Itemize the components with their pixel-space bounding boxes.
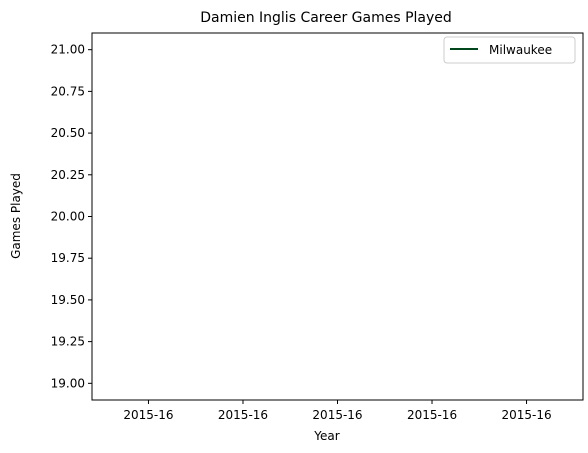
y-tick-label: 19.25 — [51, 335, 85, 349]
x-axis-ticks: 2015-16 2015-16 2015-16 2015-16 2015-16 — [123, 400, 552, 422]
y-tick-label: 19.75 — [51, 251, 85, 265]
plot-frame — [91, 32, 584, 401]
y-tick-label: 20.50 — [51, 126, 85, 140]
y-tick-label: 21.00 — [51, 43, 85, 57]
y-axis-label: Games Played — [9, 173, 23, 259]
legend-box — [443, 36, 576, 64]
y-tick-label: 20.75 — [51, 84, 85, 98]
x-tick-label: 2015-16 — [123, 408, 173, 422]
x-tick-label: 2015-16 — [218, 408, 268, 422]
legend-label-milwaukee: Milwaukee — [489, 43, 552, 57]
y-tick-label: 19.00 — [51, 376, 85, 390]
legend: Milwaukee — [443, 36, 576, 64]
y-tick-label: 20.25 — [51, 168, 85, 182]
chart-title: Damien Inglis Career Games Played — [200, 10, 452, 26]
y-tick-label: 19.50 — [51, 293, 85, 307]
y-axis-ticks: 19.00 19.25 19.50 19.75 20.00 20.25 20.50 20.75… — [51, 43, 92, 390]
x-tick-label: 2015-16 — [407, 408, 457, 422]
x-tick-label: 2015-16 — [312, 408, 362, 422]
x-axis-label: Year — [313, 429, 339, 443]
y-tick-label: 20.00 — [51, 210, 85, 224]
x-tick-label: 2015-16 — [501, 408, 551, 422]
